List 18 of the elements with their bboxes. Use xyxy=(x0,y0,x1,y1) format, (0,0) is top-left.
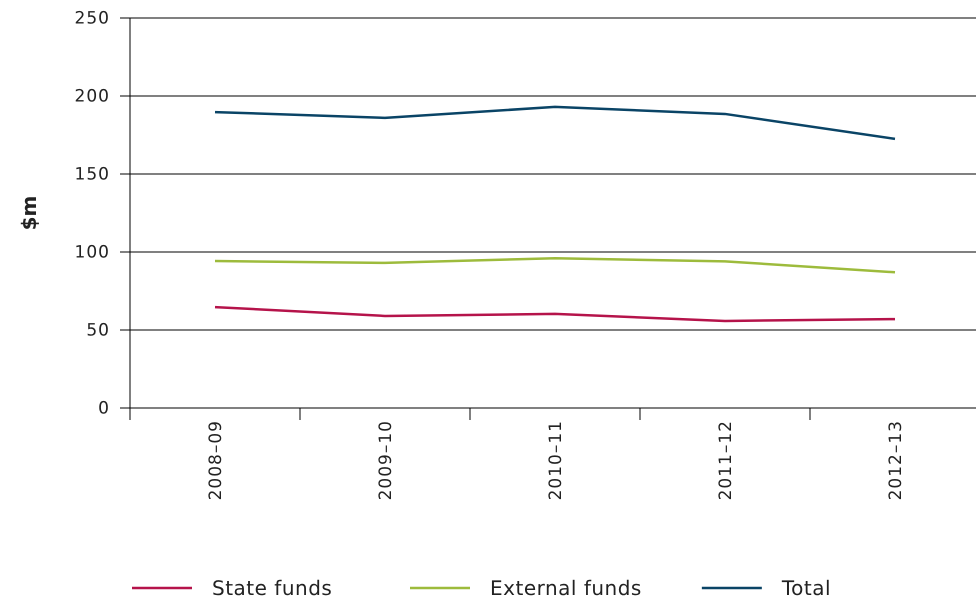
y-tick-label: 250 xyxy=(74,8,110,28)
legend-label: External funds xyxy=(490,576,642,600)
y-tick-label: 50 xyxy=(86,320,110,340)
x-tick-label: 2010–11 xyxy=(546,420,566,500)
line-series xyxy=(214,306,896,322)
legend-label: Total xyxy=(780,576,832,600)
x-tick-label: 2011–12 xyxy=(716,420,736,500)
line-series xyxy=(214,106,896,140)
y-axis-title: $m xyxy=(17,196,41,230)
y-tick-label: 150 xyxy=(74,164,110,184)
x-tick-label: 2008–09 xyxy=(206,420,226,500)
x-tick-label: 2012–13 xyxy=(886,420,906,500)
x-tick-label: 2009–10 xyxy=(376,420,396,500)
y-tick-label: 200 xyxy=(74,86,110,106)
line-series xyxy=(214,256,896,274)
legend-label: State funds xyxy=(212,576,332,600)
y-tick-label: 100 xyxy=(74,242,110,262)
y-tick-label: 0 xyxy=(98,398,110,418)
